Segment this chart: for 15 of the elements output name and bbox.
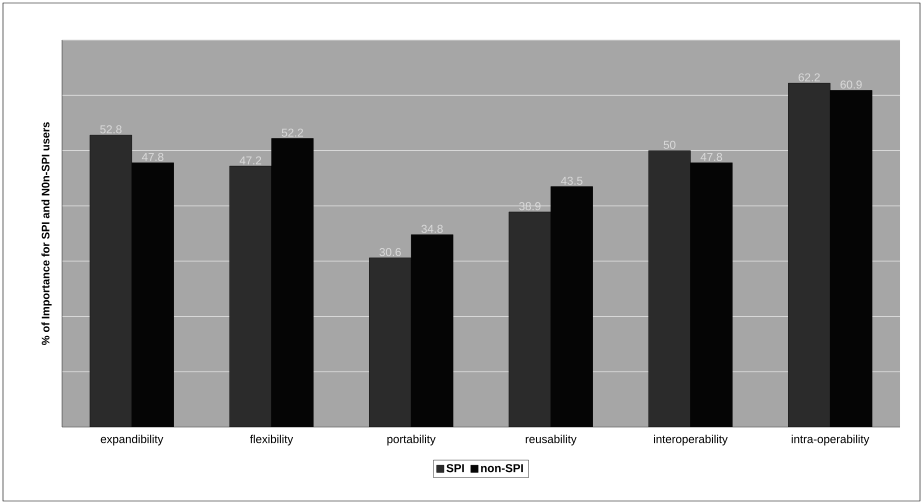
bar	[788, 82, 830, 427]
x-tick-label: flexibility	[250, 434, 294, 446]
bar	[230, 166, 272, 427]
x-tick-label: expandibility	[100, 434, 164, 446]
x-tick-label: reusability	[526, 434, 577, 446]
bar	[369, 258, 412, 427]
legend-label: non-SPI	[481, 464, 523, 472]
x-tick-label: intra-operability	[792, 434, 870, 446]
legend-label: SPI	[446, 464, 464, 472]
bar	[90, 135, 132, 427]
x-tick-label: portability	[387, 434, 436, 446]
x-tick-label: interoperability	[654, 434, 728, 446]
y-axis-title: % of Importance for SPI and N0n-SPI users	[41, 122, 52, 345]
bar	[648, 150, 691, 427]
bar	[508, 212, 551, 427]
